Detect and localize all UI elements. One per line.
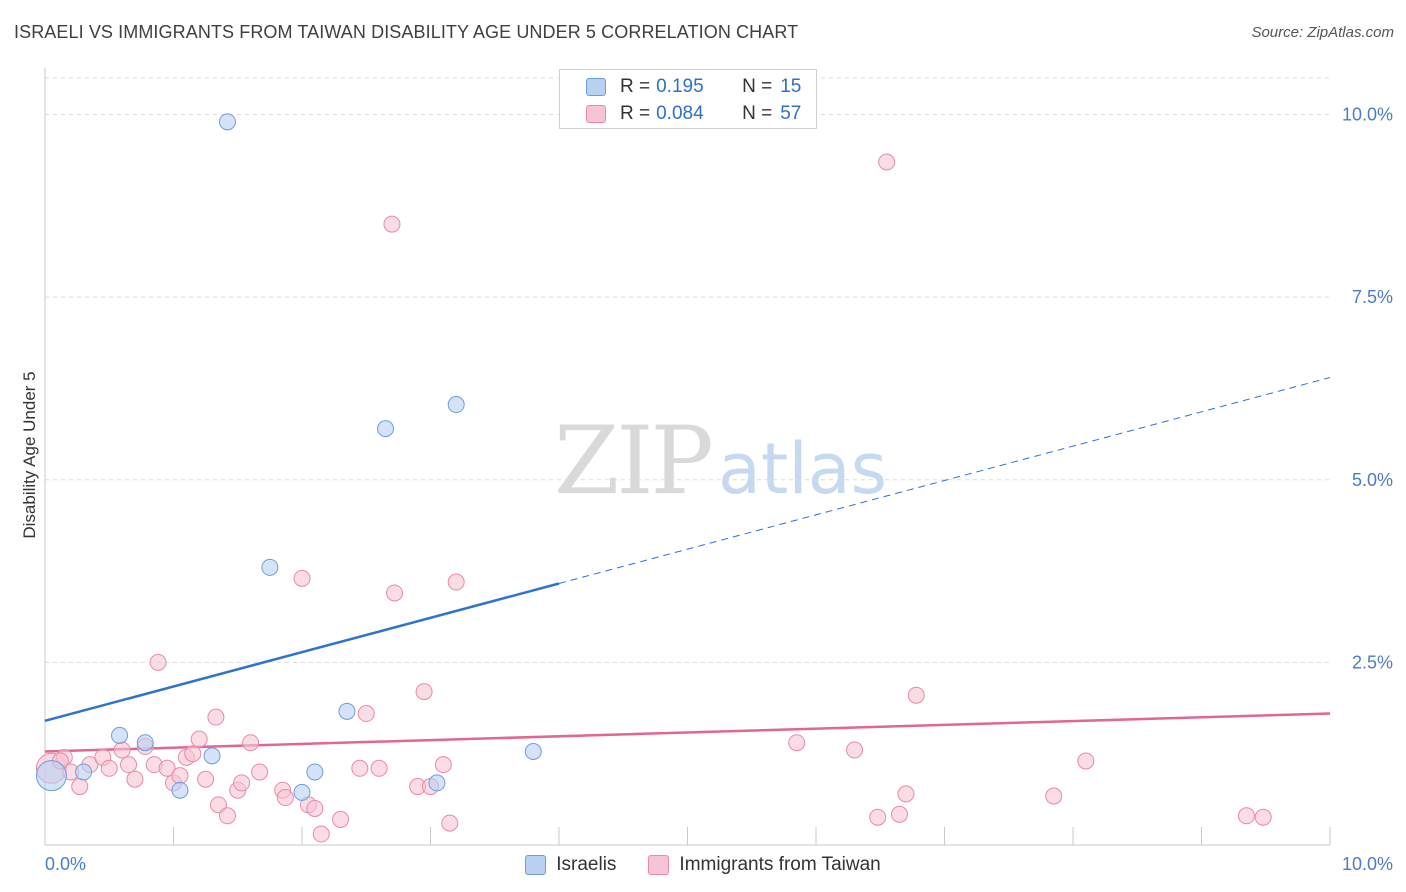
data-point-taiwan bbox=[312, 825, 330, 843]
data-point-taiwan bbox=[332, 810, 350, 828]
data-point-taiwan bbox=[209, 796, 227, 814]
data-point-taiwan bbox=[184, 745, 202, 763]
legend-r-label: R = bbox=[620, 76, 651, 97]
chart-source: Source: ZipAtlas.com bbox=[1251, 24, 1394, 41]
legend-n-value: 57 bbox=[780, 103, 802, 124]
legend-item-israelis: Israelis bbox=[525, 854, 616, 876]
data-point-taiwan bbox=[100, 759, 118, 777]
trend-lines bbox=[44, 377, 1331, 753]
legend-label-taiwan: Immigrants from Taiwan bbox=[679, 854, 881, 875]
data-point-taiwan bbox=[171, 767, 189, 785]
legend-row-taiwan: R = 0.084 N = 57 bbox=[586, 101, 801, 127]
x-tick-label: 10.0% bbox=[1342, 854, 1393, 874]
data-point-taiwan bbox=[415, 683, 433, 701]
data-point-israelis bbox=[447, 396, 465, 414]
legend-n-value: 15 bbox=[780, 76, 802, 97]
y-tick-label: 10.0% bbox=[1342, 105, 1393, 125]
data-point-taiwan bbox=[197, 770, 215, 788]
data-point-taiwan bbox=[126, 770, 144, 788]
data-point-taiwan bbox=[351, 759, 369, 777]
legend-r-value: 0.195 bbox=[656, 76, 704, 97]
data-point-taiwan bbox=[897, 785, 915, 803]
data-point-israelis bbox=[35, 760, 67, 792]
y-tick-label: 5.0% bbox=[1352, 470, 1393, 490]
legend-r-value: 0.084 bbox=[656, 103, 704, 124]
trend-line-taiwan bbox=[44, 712, 1331, 753]
trend-line-israelis bbox=[44, 582, 560, 723]
data-point-israelis bbox=[306, 763, 324, 781]
legend-swatch-taiwan bbox=[586, 105, 606, 123]
legend-row-israelis: R = 0.195 N = 15 bbox=[586, 74, 801, 100]
y-tick-label: 7.5% bbox=[1352, 287, 1393, 307]
data-point-taiwan bbox=[1045, 787, 1063, 805]
y-axis-label: Disability Age Under 5 bbox=[20, 371, 39, 538]
data-point-israelis bbox=[75, 763, 93, 781]
data-point-taiwan bbox=[1237, 807, 1255, 825]
data-point-israelis bbox=[136, 734, 154, 752]
legend-swatch-taiwan bbox=[648, 855, 670, 875]
data-point-taiwan bbox=[846, 741, 864, 759]
data-point-taiwan bbox=[251, 763, 269, 781]
data-point-taiwan bbox=[306, 799, 324, 817]
data-point-taiwan bbox=[207, 708, 225, 726]
data-point-taiwan bbox=[447, 573, 465, 591]
data-point-taiwan bbox=[1254, 808, 1272, 826]
data-point-taiwan bbox=[71, 778, 89, 796]
data-point-taiwan bbox=[190, 730, 208, 748]
legend-n-label: N = bbox=[742, 103, 773, 124]
data-point-israelis bbox=[218, 113, 236, 131]
axes bbox=[44, 68, 1331, 846]
data-point-taiwan bbox=[120, 756, 138, 774]
legend-label-israelis: Israelis bbox=[556, 854, 617, 875]
legend-swatch-israelis bbox=[525, 855, 547, 875]
data-point-taiwan bbox=[276, 789, 294, 807]
series-legend: Israelis Immigrants from Taiwan bbox=[0, 852, 1406, 878]
y-tick-label: 2.5% bbox=[1352, 652, 1393, 672]
data-point-taiwan bbox=[1077, 752, 1095, 770]
data-points bbox=[35, 113, 1272, 843]
tick-labels: 2.5% 5.0% 7.5% 10.0% 0.0% 10.0% bbox=[45, 105, 1393, 874]
legend-r-label: R = bbox=[620, 103, 651, 124]
gridlines bbox=[45, 77, 1330, 663]
data-point-taiwan bbox=[242, 734, 260, 752]
data-point-israelis bbox=[524, 742, 542, 760]
data-point-taiwan bbox=[158, 759, 176, 777]
legend-n-label: N = bbox=[742, 76, 773, 97]
data-point-taiwan bbox=[383, 215, 401, 233]
x-tick-label: 0.0% bbox=[45, 854, 86, 874]
correlation-legend: R = 0.195 N = 15 R = 0.084 N = 57 bbox=[559, 69, 817, 129]
data-point-taiwan bbox=[293, 569, 311, 587]
watermark-atlas: atlas bbox=[718, 428, 887, 510]
data-point-israelis bbox=[261, 558, 279, 576]
watermark: ZIP atlas bbox=[554, 407, 887, 516]
data-point-taiwan bbox=[113, 741, 131, 759]
data-point-israelis bbox=[428, 774, 446, 792]
data-point-taiwan bbox=[233, 774, 251, 792]
data-point-taiwan bbox=[441, 814, 459, 832]
trend-line-extension-israelis bbox=[558, 377, 1331, 584]
data-point-taiwan bbox=[149, 653, 167, 671]
data-point-taiwan bbox=[869, 808, 887, 826]
legend-item-taiwan: Immigrants from Taiwan bbox=[648, 854, 881, 876]
data-point-taiwan bbox=[218, 807, 236, 825]
data-point-taiwan bbox=[878, 153, 896, 171]
data-point-taiwan bbox=[370, 759, 388, 777]
data-point-taiwan bbox=[434, 756, 452, 774]
watermark-zip: ZIP bbox=[554, 407, 711, 516]
data-point-israelis bbox=[111, 726, 129, 744]
legend-swatch-israelis bbox=[586, 78, 606, 96]
data-point-israelis bbox=[203, 747, 221, 765]
data-point-israelis bbox=[377, 420, 395, 438]
chart-title: ISRAELI VS IMMIGRANTS FROM TAIWAN DISABI… bbox=[14, 22, 799, 42]
data-point-taiwan bbox=[386, 584, 404, 602]
data-point-taiwan bbox=[891, 805, 909, 823]
data-point-israelis bbox=[293, 783, 311, 801]
data-point-taiwan bbox=[907, 686, 925, 704]
data-point-taiwan bbox=[357, 705, 375, 723]
data-point-israelis bbox=[171, 781, 189, 799]
data-point-taiwan bbox=[788, 734, 806, 752]
data-point-israelis bbox=[338, 702, 356, 720]
